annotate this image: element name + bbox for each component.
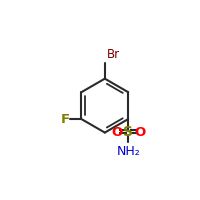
Text: F: F	[60, 113, 70, 126]
Text: O: O	[111, 126, 122, 139]
Text: O: O	[134, 126, 145, 139]
Text: Br: Br	[107, 48, 120, 61]
Text: S: S	[123, 125, 133, 139]
Text: NH₂: NH₂	[116, 145, 140, 158]
